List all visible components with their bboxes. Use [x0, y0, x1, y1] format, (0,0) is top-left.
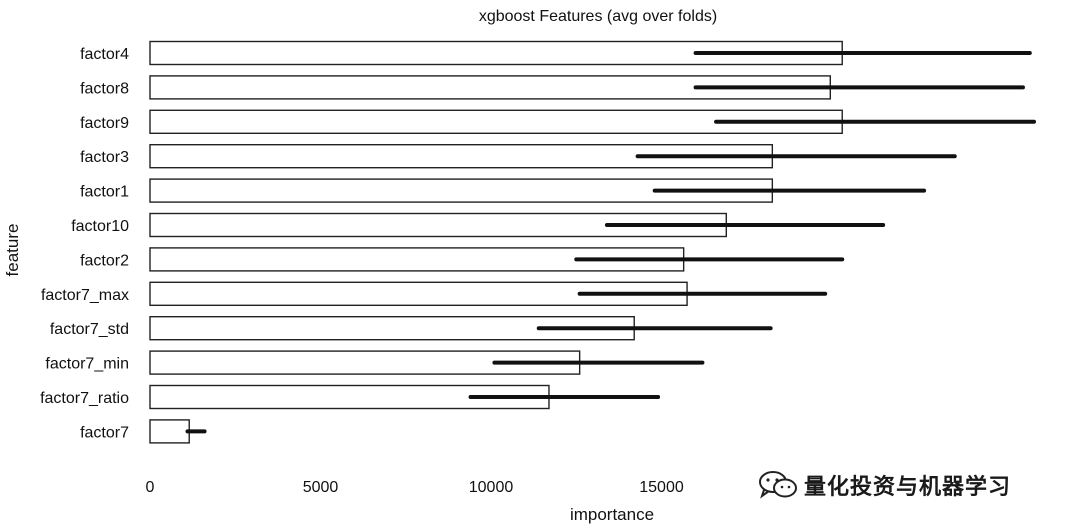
y-tick-labels: factor4 factor8 factor9 factor3 factor1 facto… — [40, 46, 129, 441]
y-tick-label-factor7: factor7 — [80, 424, 129, 441]
x-tick-label-15000: 15000 — [639, 479, 684, 496]
y-tick-label-factor4: factor4 — [80, 46, 129, 63]
y-tick-label-factor8: factor8 — [80, 80, 129, 97]
y-tick-label-factor10: factor10 — [71, 218, 129, 235]
x-tick-labels: 0 5000 10000 15000 — [146, 479, 684, 496]
x-axis-label: importance — [570, 505, 654, 524]
y-tick-label-factor7-std: factor7_std — [50, 321, 129, 338]
y-tick-label-factor2: factor2 — [80, 252, 129, 269]
bar-factor7 — [149, 419, 190, 444]
y-tick-label-factor7-ratio: factor7_ratio — [40, 390, 129, 407]
y-tick-label-factor3: factor3 — [80, 149, 129, 166]
error-bars-layer — [185, 51, 1036, 434]
x-tick-label-5000: 5000 — [303, 479, 339, 496]
y-tick-label-factor1: factor1 — [80, 184, 129, 201]
bars-layer — [149, 40, 843, 444]
chart-title: xgboost Features (avg over folds) — [479, 8, 717, 25]
watermark-text: 量化投资与机器学习 — [804, 475, 1012, 500]
wechat-icon — [759, 471, 797, 499]
x-tick-label-0: 0 — [146, 479, 155, 496]
watermark: 量化投资与机器学习 — [758, 468, 1011, 502]
x-tick-label-10000: 10000 — [469, 479, 514, 496]
y-axis-label: feature — [3, 224, 22, 277]
y-tick-label-factor7-min: factor7_min — [45, 356, 129, 373]
y-tick-label-factor9: factor9 — [80, 115, 129, 132]
y-tick-label-factor7-max: factor7_max — [41, 287, 129, 304]
